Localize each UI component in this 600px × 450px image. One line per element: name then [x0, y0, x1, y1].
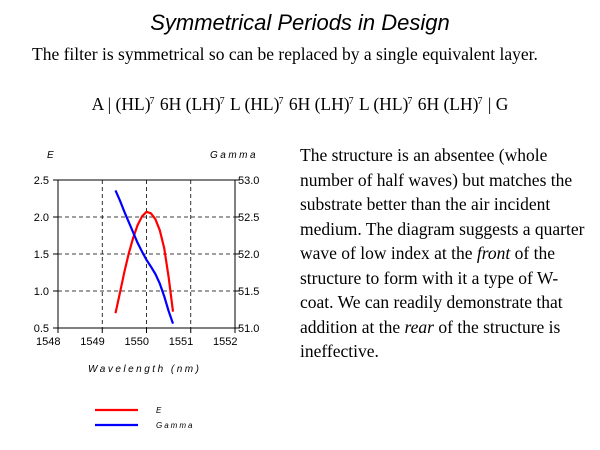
legend: E Gamma	[95, 406, 194, 430]
legend-label-e: E	[156, 406, 163, 415]
right-tick-label: 52.0	[238, 249, 259, 261]
design-formula: A | (HL)7 6H (LH)7 L (HL)7 6H (LH)7 L (H…	[0, 94, 600, 115]
formula-exponent: 7	[219, 96, 225, 107]
legend-label-gamma: Gamma	[156, 421, 194, 430]
left-tick-label: 1.0	[34, 286, 49, 298]
formula-exponent: 7	[149, 96, 155, 107]
series-layer	[114, 189, 175, 324]
left-axis-ticks: 2.5 2.0 1.5 1.0 0.5	[34, 175, 58, 335]
right-tick-label: 51.5	[238, 286, 259, 298]
right-tick-label: 52.5	[238, 212, 259, 224]
series-line-e	[114, 210, 175, 314]
formula-part: | G	[483, 94, 509, 114]
right-axis-ticks: 53.0 52.5 52.0 51.5 51.0	[235, 175, 259, 335]
right-axis-label: Gamma	[210, 150, 258, 161]
intro-text: The filter is symmetrical so can be repl…	[32, 44, 538, 64]
formula-part: 6H (LH)	[155, 94, 221, 114]
x-axis-label: Wavelength (nm)	[88, 364, 201, 375]
chart-grid	[58, 180, 235, 328]
chart: 2.5 2.0 1.5 1.0 0.5 53.0 52.5 52.0 51.5 51.0 154…	[34, 150, 260, 430]
description-part-1: The structure is an absentee (whole numb…	[300, 145, 585, 263]
description-emphasis-rear: rear	[404, 316, 435, 337]
left-tick-label: 2.0	[34, 212, 49, 224]
formula-part: A | (HL)	[91, 94, 151, 114]
x-tick-label: 1548	[36, 336, 60, 348]
left-tick-label: 0.5	[34, 323, 49, 335]
right-tick-label: 53.0	[238, 175, 259, 187]
formula-part: 6H (LH)	[413, 94, 479, 114]
slide-title: Symmetrical Periods in Design	[150, 10, 450, 35]
formula-exponent: 7	[278, 96, 284, 107]
x-tick-label: 1550	[125, 336, 149, 348]
formula-exponent: 7	[407, 96, 413, 107]
series-line-gamma	[114, 189, 175, 324]
description-part-3: of the structure is ineffective.	[300, 316, 561, 362]
formula-part: L (HL)	[225, 94, 280, 114]
formula-part: 6H (LH)	[284, 94, 350, 114]
formula-exponent: 7	[477, 96, 483, 107]
left-axis-label: E	[47, 150, 56, 161]
right-tick-label: 51.0	[238, 323, 259, 335]
x-axis-ticks: 1548 1549 1550 1551 1552	[36, 328, 237, 348]
x-tick-label: 1552	[213, 336, 237, 348]
formula-exponent: 7	[348, 96, 354, 107]
left-tick-label: 2.5	[34, 175, 49, 187]
description-part-2: of the structure to form with it a type …	[300, 243, 563, 337]
formula-part: L (HL)	[354, 94, 409, 114]
x-tick-label: 1551	[169, 336, 193, 348]
description-emphasis-front: front	[476, 243, 511, 263]
description-text: The structure is an absentee (whole numb…	[300, 143, 590, 364]
left-tick-label: 1.5	[34, 249, 49, 261]
x-tick-label: 1549	[80, 336, 104, 348]
